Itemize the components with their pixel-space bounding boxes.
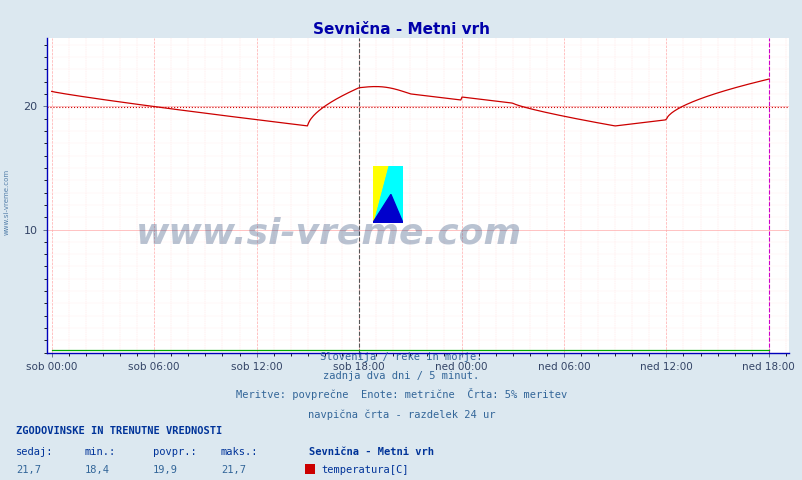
Text: povpr.:: povpr.:	[152, 446, 196, 456]
Polygon shape	[372, 194, 403, 223]
Text: navpična črta - razdelek 24 ur: navpična črta - razdelek 24 ur	[307, 409, 495, 420]
Text: 19,9: 19,9	[152, 465, 177, 475]
Text: ZGODOVINSKE IN TRENUTNE VREDNOSTI: ZGODOVINSKE IN TRENUTNE VREDNOSTI	[16, 426, 222, 436]
Text: Sevnična - Metni vrh: Sevnična - Metni vrh	[309, 446, 434, 456]
Text: min.:: min.:	[84, 446, 115, 456]
Text: Slovenija / reke in morje.: Slovenija / reke in morje.	[320, 352, 482, 362]
Text: maks.:: maks.:	[221, 446, 258, 456]
Text: 21,7: 21,7	[221, 465, 245, 475]
Text: Meritve: povprečne  Enote: metrične  Črta: 5% meritev: Meritve: povprečne Enote: metrične Črta:…	[236, 388, 566, 400]
Text: sedaj:: sedaj:	[16, 446, 54, 456]
Polygon shape	[372, 166, 403, 223]
Text: www.si-vreme.com: www.si-vreme.com	[3, 168, 10, 235]
Text: 18,4: 18,4	[84, 465, 109, 475]
Text: Sevnična - Metni vrh: Sevnična - Metni vrh	[313, 22, 489, 36]
Text: www.si-vreme.com: www.si-vreme.com	[136, 216, 521, 251]
Text: 21,7: 21,7	[16, 465, 41, 475]
Text: temperatura[C]: temperatura[C]	[321, 465, 408, 475]
Polygon shape	[372, 166, 387, 223]
Text: zadnja dva dni / 5 minut.: zadnja dva dni / 5 minut.	[323, 371, 479, 381]
